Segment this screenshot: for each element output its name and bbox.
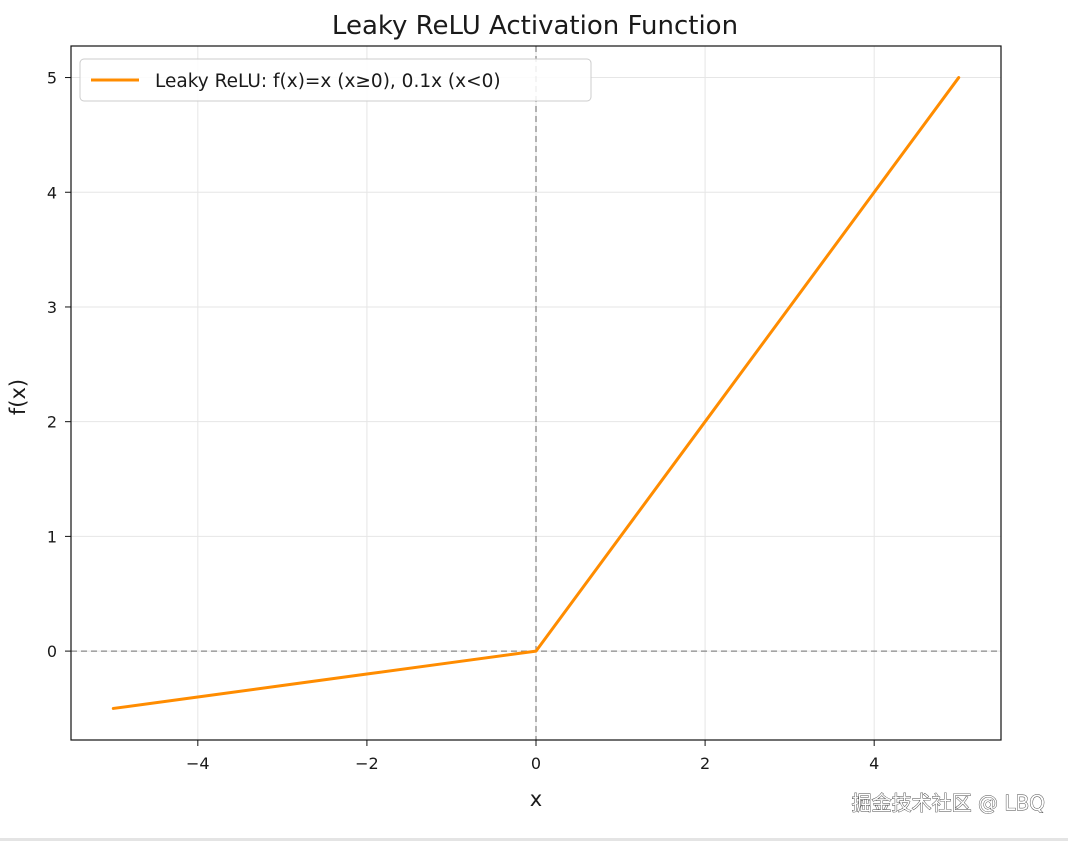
series-layer [111, 76, 961, 710]
y-axis-label: f(x) [6, 379, 30, 415]
series-line-0 [111, 76, 961, 710]
chart-title: Leaky ReLU Activation Function [332, 11, 738, 41]
x-tick-label: 4 [869, 754, 879, 773]
y-tick-label: 4 [47, 183, 57, 202]
legend: Leaky ReLU: f(x)=x (x≥0), 0.1x (x<0) [79, 58, 592, 102]
axis-ticks: −4 −2 0 2 4 0 1 2 3 4 5 [47, 69, 879, 773]
watermark-text: 掘金技术社区 @ LBQ [852, 791, 1045, 815]
y-tick-label: 1 [47, 527, 57, 546]
y-tick-label: 5 [47, 69, 57, 88]
legend-entry-label: Leaky ReLU: f(x)=x (x≥0), 0.1x (x<0) [155, 71, 501, 92]
x-axis-label: x [530, 787, 542, 811]
x-tick-label: 0 [531, 754, 541, 773]
x-tick-label: −4 [186, 754, 210, 773]
y-tick-label: 2 [47, 413, 57, 432]
legend-box [79, 58, 592, 102]
y-tick-label: 3 [47, 298, 57, 317]
x-tick-label: −2 [355, 754, 379, 773]
y-tick-label: 0 [47, 642, 57, 661]
bottom-divider [0, 838, 1068, 841]
x-tick-label: 2 [700, 754, 710, 773]
